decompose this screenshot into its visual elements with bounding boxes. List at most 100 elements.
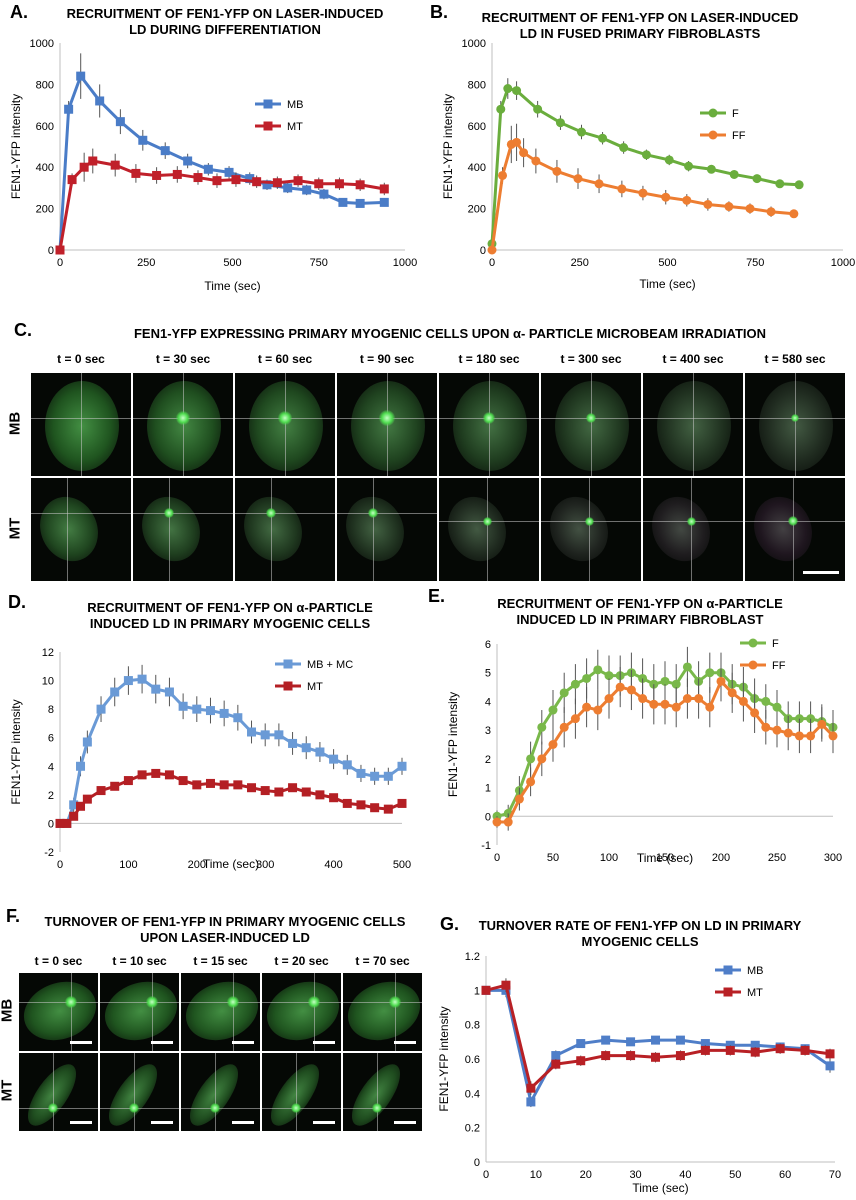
series-mb [55, 53, 389, 255]
damage-spot [482, 516, 492, 526]
data-point [272, 178, 282, 188]
data-point [55, 245, 65, 255]
y-axis-label: FEN1-YFP intensity [9, 699, 23, 804]
legend-marker [708, 108, 718, 118]
data-point [329, 793, 339, 803]
damage-spot [176, 411, 190, 425]
data-point [738, 696, 748, 706]
data-point [706, 164, 716, 174]
data-point [576, 1039, 586, 1049]
data-point [531, 156, 541, 166]
crosshair-vertical [377, 1053, 378, 1131]
damage-spot [791, 414, 799, 422]
crosshair-horizontal [262, 1002, 341, 1003]
y-tick-label: 12 [42, 647, 54, 659]
microscopy-image [342, 1052, 423, 1132]
panel-label-a: A. [10, 2, 28, 22]
microscopy-image [642, 372, 744, 477]
data-point [178, 776, 188, 786]
crosshair-vertical [795, 373, 796, 476]
microscopy-image [336, 477, 438, 582]
data-point [293, 176, 303, 186]
nucleus-signal [45, 381, 119, 471]
data-point [260, 786, 270, 796]
microscopy-image [180, 1052, 261, 1132]
data-point [559, 688, 569, 698]
data-point [96, 786, 106, 796]
y-tick-label: 6 [48, 733, 54, 745]
y-tick-label: 5 [485, 668, 491, 680]
data-point [315, 747, 325, 757]
data-point [649, 699, 659, 709]
x-tick-label: 0 [483, 1169, 489, 1181]
y-tick-label: 1 [474, 985, 480, 997]
chart-title-d: RECRUITMENT OF FEN1-YFP ON α-PARTICLE IN… [40, 600, 420, 632]
microscopy-image [438, 477, 540, 582]
damage-spot [379, 410, 395, 426]
legend-marker [283, 681, 293, 691]
microscopy-image [261, 972, 342, 1052]
data-point [577, 127, 587, 137]
damage-spot [368, 508, 378, 518]
microscopy-image [642, 477, 744, 582]
crosshair-vertical [233, 973, 234, 1051]
data-point [675, 1051, 685, 1061]
nucleus-signal [262, 973, 341, 1050]
x-tick-label: 0 [57, 257, 63, 269]
x-tick-label: 250 [137, 257, 155, 269]
time-label: t = 20 sec [274, 954, 329, 968]
legend-label: MB [747, 965, 764, 977]
data-point [288, 738, 298, 748]
damage-spot [291, 1103, 301, 1113]
data-point [519, 148, 529, 158]
data-point [212, 176, 222, 186]
panel-label-f: F. [6, 906, 21, 926]
crosshair-vertical [152, 973, 153, 1051]
legend-label: MT [307, 681, 323, 693]
data-point [481, 985, 491, 995]
x-tick-label: 150 [656, 852, 674, 864]
data-point [576, 1056, 586, 1066]
data-point [329, 754, 339, 764]
nucleus-signal [643, 487, 721, 571]
data-point [783, 728, 793, 738]
data-point [660, 699, 670, 709]
data-point [205, 706, 215, 716]
data-point [705, 702, 715, 712]
time-label: t = 0 sec [57, 352, 105, 366]
data-point [342, 798, 352, 808]
time-label: t = 60 sec [257, 352, 313, 366]
data-point [745, 204, 755, 214]
microscopy-image [438, 372, 540, 477]
y-tick-label: 2 [48, 790, 54, 802]
x-tick-label: 60 [779, 1169, 791, 1181]
data-point [355, 198, 365, 208]
legend-marker [263, 99, 273, 109]
data-point [314, 179, 324, 189]
data-point [705, 668, 715, 678]
nucleus-signal [745, 487, 823, 571]
row-label: MT [0, 1079, 16, 1102]
data-point [219, 780, 229, 790]
data-point [775, 1044, 785, 1054]
damage-spot [483, 412, 495, 424]
series-mt [55, 768, 407, 828]
data-point [671, 679, 681, 689]
time-label: t = 580 sec [764, 352, 826, 366]
scale-bar [70, 1121, 92, 1124]
crosshair-horizontal [181, 1002, 260, 1003]
scale-bar [232, 1041, 254, 1044]
chart-title-b: RECRUITMENT OF FEN1-YFP ON LASER-INDUCED… [455, 10, 825, 42]
data-point [724, 202, 734, 212]
nucleus-signal [235, 487, 313, 571]
data-point [301, 787, 311, 797]
y-tick-label: 4 [485, 696, 491, 708]
y-tick-label: 3 [485, 725, 491, 737]
crosshair-vertical [793, 478, 794, 581]
nucleus-signal [249, 381, 323, 471]
damage-spot [389, 996, 401, 1008]
chart-a: 0 200 400 600 800 1000 0 250 500 750 1000 Time (sec… [9, 38, 417, 293]
data-point [551, 1051, 561, 1061]
data-point [82, 794, 92, 804]
data-point [601, 1035, 611, 1045]
